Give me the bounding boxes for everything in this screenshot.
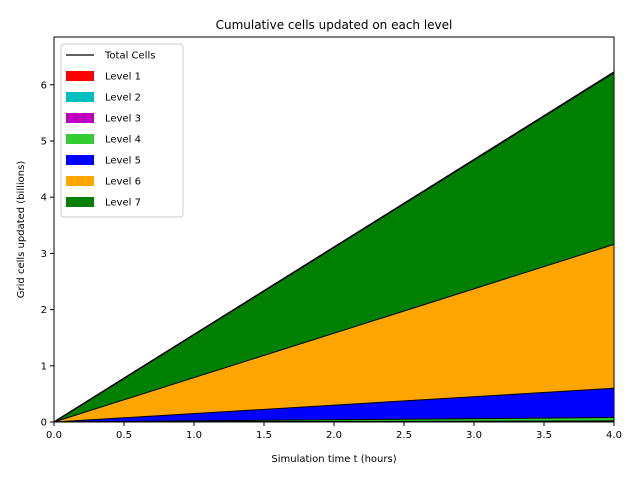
total-cells-line (53, 71, 615, 423)
legend-label: Level 6 (105, 177, 141, 188)
y-axis-label: Grid cells updated (billions) (16, 161, 27, 299)
legend-label: Level 5 (105, 156, 141, 167)
area-boundary-level-4 (53, 417, 615, 423)
chart-title: Cumulative cells updated on each level (216, 18, 453, 32)
y-tick-label: 6 (41, 80, 47, 91)
x-tick-label: 2.0 (326, 430, 342, 441)
legend-swatch (66, 155, 94, 165)
legend-label: Total Cells (104, 51, 155, 62)
x-tick-label: 3.0 (466, 430, 482, 441)
legend-label: Level 1 (105, 72, 141, 83)
y-tick-label: 3 (41, 249, 47, 260)
x-tick-label: 0.5 (116, 430, 132, 441)
legend-label: Level 2 (105, 93, 141, 104)
y-tick-label: 4 (41, 193, 47, 204)
legend-swatch (66, 92, 94, 102)
legend-label: Level 4 (105, 135, 141, 146)
legend-swatch (66, 71, 94, 81)
x-axis-label: Simulation time t (hours) (271, 454, 396, 465)
y-tick-label: 2 (41, 305, 47, 316)
x-tick-label: 3.5 (536, 430, 552, 441)
y-tick-label: 0 (41, 418, 47, 429)
y-tick-label: 5 (41, 136, 47, 147)
area-boundary-level-6 (53, 243, 615, 423)
x-axis: 0.0 0.5 1.0 1.5 2.0 2.5 3.0 3.5 4.0 (46, 422, 622, 441)
legend-label: Level 7 (105, 198, 141, 209)
x-tick-label: 1.0 (186, 430, 202, 441)
legend-swatch (66, 197, 94, 207)
legend: Total Cells Level 1 Level 2 Level 3 Level 4 L… (60, 43, 184, 218)
area-boundary-level-5 (53, 387, 615, 423)
legend-box (60, 43, 184, 218)
x-tick-label: 1.5 (256, 430, 272, 441)
legend-label: Level 3 (105, 114, 141, 125)
x-tick-label: 0.0 (46, 430, 62, 441)
y-axis: 0 1 2 3 4 5 6 (41, 80, 54, 429)
legend-swatch (66, 134, 94, 144)
x-tick-label: 4.0 (606, 430, 622, 441)
y-tick-label: 1 (41, 361, 47, 372)
legend-swatch (66, 113, 94, 123)
x-tick-label: 2.5 (396, 430, 412, 441)
legend-swatch (66, 176, 94, 186)
